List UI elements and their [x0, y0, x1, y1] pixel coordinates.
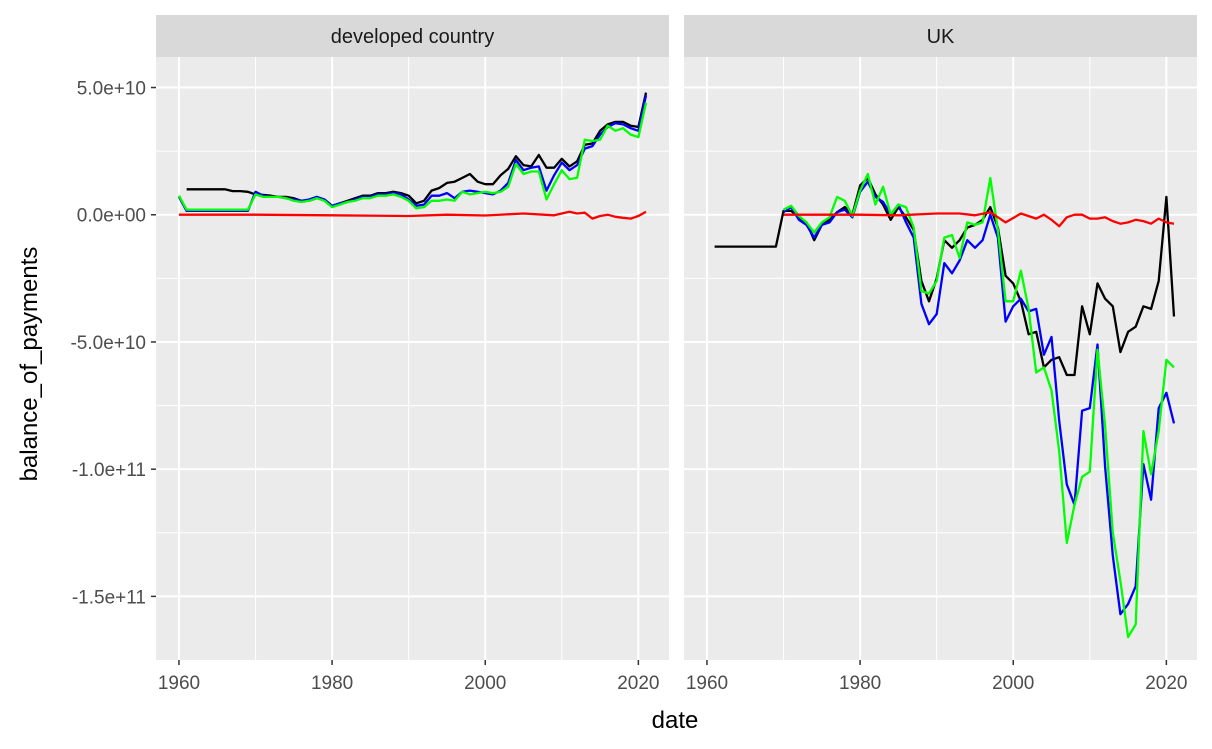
x-tick-label: 2000 [992, 673, 1034, 694]
y-axis-title: balance_of_payments [16, 247, 43, 482]
facet-strip-label: developed country [331, 26, 494, 48]
y-tick-label: 5.0e+10 [77, 79, 146, 100]
y-tick-label: 0.0e+00 [77, 206, 146, 227]
panel-background [684, 57, 1197, 660]
series-line-3 [179, 210, 647, 220]
x-axis-title: date [652, 707, 699, 734]
series-line-3 [783, 211, 1175, 228]
y-tick-label: -5.0e+10 [70, 333, 146, 354]
y-tick-label: -1.0e+11 [72, 460, 146, 481]
x-tick-label: 2020 [617, 673, 659, 694]
series-line-1 [782, 180, 1176, 616]
x-tick-label: 1960 [686, 673, 728, 694]
facet-strip [156, 15, 669, 57]
series-line-2 [177, 102, 648, 211]
x-tick-label: 2020 [1145, 673, 1187, 694]
series-line-2 [782, 172, 1175, 639]
panel-1: UK [684, 15, 1197, 660]
x-tick-label: 2000 [464, 673, 506, 694]
series-line-1 [177, 94, 648, 213]
facet-strip-label: UK [927, 26, 955, 48]
panel-background [156, 57, 669, 660]
y-tick-label: -1.5e+11 [72, 587, 146, 608]
x-tick-label: 1960 [158, 673, 200, 694]
x-tick-label: 1980 [311, 673, 353, 694]
x-tick-label: 1980 [839, 673, 881, 694]
facet-strip [684, 15, 1197, 57]
panel-0: developed country [156, 15, 669, 660]
